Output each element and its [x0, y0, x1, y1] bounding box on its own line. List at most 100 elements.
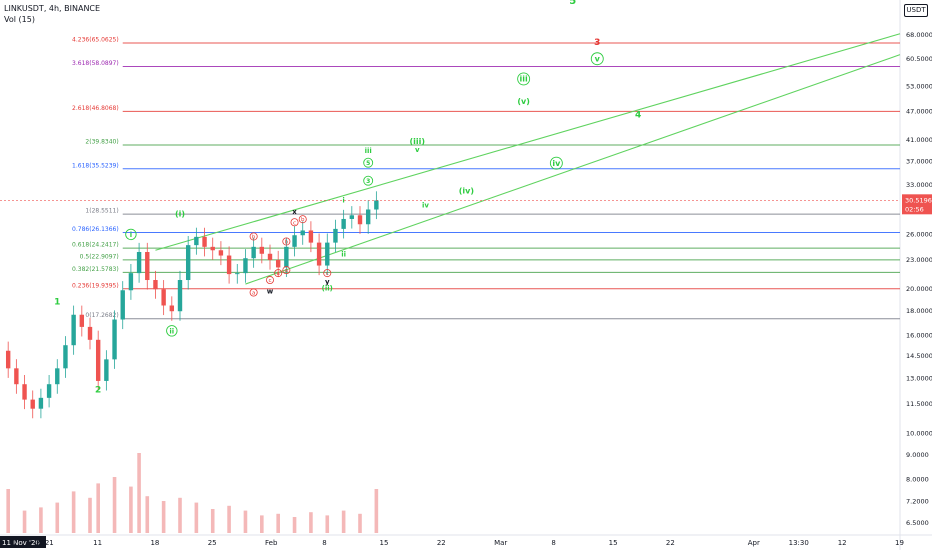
y-tick-label: 6.5000: [906, 519, 929, 527]
x-tick-label: 19: [895, 539, 904, 547]
wave-label: ii: [341, 250, 346, 258]
abc-label: a: [276, 271, 279, 277]
volume-bar: [112, 477, 117, 533]
fib-level-label: 0.382(21.5783): [72, 266, 119, 273]
volume-label: Vol (15): [4, 15, 35, 24]
price-tag-value: 30.5196: [905, 196, 932, 204]
wave-label: iii: [365, 147, 372, 155]
wave-label: (ii): [322, 284, 333, 292]
volume-bar: [71, 491, 76, 533]
x-crosshair-label-bg: [0, 536, 46, 548]
wave-label: 4: [635, 110, 641, 120]
candle-body: [341, 218, 346, 229]
wave-label: ii: [169, 327, 174, 335]
wave-label: w: [267, 287, 274, 295]
wave-label: 3: [366, 178, 370, 185]
candle-body: [259, 246, 265, 254]
volume-bar: [22, 510, 27, 533]
price-tag-countdown: 02:56: [905, 205, 924, 213]
wave-label-circle: [590, 52, 604, 66]
volume-bar: [341, 510, 346, 533]
candle-body: [300, 230, 305, 236]
candle-body: [71, 314, 76, 346]
abc-label-circle: [282, 266, 291, 275]
fib-level-label: 1.618(35.5239): [72, 162, 119, 169]
wave-label-circle: [363, 157, 374, 168]
volume-bar: [55, 502, 60, 533]
wave-label: (v): [517, 97, 530, 106]
abc-label-circle: [282, 237, 291, 246]
wave-label: iv: [422, 201, 429, 209]
x-tick-label: Mar: [494, 539, 507, 547]
x-tick-label: 2021: [36, 539, 54, 547]
x-tick-label: Feb: [265, 539, 278, 547]
abc-label-circle: [249, 232, 258, 241]
volume-bar: [178, 497, 182, 533]
candle-body: [374, 200, 379, 210]
candle-body: [145, 252, 150, 281]
wave-label: iv: [552, 159, 561, 168]
y-tick-label: 8.0000: [906, 476, 929, 484]
candle-body: [153, 280, 158, 290]
candle-body: [169, 305, 175, 312]
candle-body: [112, 319, 117, 360]
wave-label: (iii): [409, 137, 425, 146]
candle-body: [251, 246, 256, 259]
candle-body: [120, 290, 125, 320]
y-tick-label: 18.0000: [906, 307, 932, 315]
wave-label-circle: [549, 156, 563, 170]
volume-bar: [325, 515, 330, 533]
volume-bar: [227, 505, 231, 533]
wave-label: 3: [594, 38, 600, 48]
y-tick-label: 14.5000: [906, 352, 932, 360]
wave-label: y: [325, 278, 330, 286]
candle-body: [349, 215, 355, 219]
wave-label: 2: [95, 386, 101, 396]
candle-body: [128, 273, 134, 291]
x-tick-label: 8: [322, 539, 326, 547]
currency-button[interactable]: USDT: [904, 4, 928, 17]
abc-label-circle: [274, 269, 283, 278]
volume-bar: [292, 517, 297, 533]
x-tick-label: 11: [93, 539, 102, 547]
volume-bar: [137, 453, 141, 533]
candle-body: [46, 384, 52, 398]
x-tick-label: 12: [838, 539, 847, 547]
fib-level-label: 0.5(22.9097): [80, 253, 119, 260]
candle-body: [63, 345, 68, 369]
price-tag-bg: [902, 194, 932, 215]
abc-label-circle: [249, 288, 258, 297]
abc-label: a: [285, 268, 288, 274]
wave-label: 1: [54, 297, 60, 307]
wave-label-circle: [363, 175, 374, 186]
wave-label: 5: [366, 160, 370, 167]
fib-level-label: 0.236(19.9395): [72, 282, 119, 289]
y-tick-label: 9.0000: [906, 451, 929, 459]
abc-label: c: [293, 220, 296, 226]
wave-label-circle: [517, 72, 531, 86]
x-tick-label: 15: [380, 539, 389, 547]
y-tick-label: 20.0000: [906, 285, 932, 293]
candle-body: [316, 242, 322, 266]
abc-label-circle: [323, 269, 332, 278]
y-tick-label: 7.2000: [906, 498, 929, 506]
y-tick-label: 60.5000: [906, 55, 932, 63]
fib-level-label: 2.618(46.8068): [72, 105, 119, 112]
x-tick-label: 13:30: [789, 539, 809, 547]
wave-label: x: [292, 208, 297, 216]
abc-label-circle: [290, 218, 299, 227]
candle-body: [226, 255, 232, 275]
candle-body: [136, 252, 142, 274]
y-tick-label: 11.5000: [906, 400, 932, 408]
y-tick-label: 53.0000: [906, 83, 932, 91]
volume-bar: [374, 489, 379, 533]
chart-header: LINKUSDT, 4h, BINANCE Vol (15): [4, 3, 100, 25]
y-tick-label: 33.0000: [906, 181, 932, 189]
y-tick-label: 68.0000: [906, 31, 932, 39]
x-tick-label: 22: [666, 539, 675, 547]
fib-level-label: 2(39.8340): [85, 138, 118, 145]
abc-label: b: [301, 217, 305, 223]
y-tick-label: 23.0000: [906, 256, 932, 264]
